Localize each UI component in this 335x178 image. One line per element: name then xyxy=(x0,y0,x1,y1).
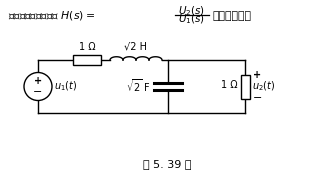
Bar xyxy=(241,75,250,98)
Text: $U_1(s)$: $U_1(s)$ xyxy=(179,12,206,26)
Text: $u_1(t)$: $u_1(t)$ xyxy=(54,80,77,93)
Text: −: − xyxy=(253,93,262,103)
Text: 题 5. 39 图: 题 5. 39 图 xyxy=(143,159,191,169)
Circle shape xyxy=(24,72,52,101)
Text: $\sqrt{2}$ F: $\sqrt{2}$ F xyxy=(126,77,151,94)
Text: +: + xyxy=(34,77,42,87)
Text: 和阶跃响应。: 和阶跃响应。 xyxy=(212,11,251,21)
Text: $u_2(t)$: $u_2(t)$ xyxy=(253,80,276,93)
Text: 1 Ω: 1 Ω xyxy=(221,80,238,90)
Text: $U_2(s)$: $U_2(s)$ xyxy=(179,5,206,18)
Text: √2 H: √2 H xyxy=(125,42,147,52)
Text: 1 Ω: 1 Ω xyxy=(79,42,95,52)
Bar xyxy=(73,55,101,65)
Text: 间，试求其系统函数 $H(s)=$: 间，试求其系统函数 $H(s)=$ xyxy=(8,9,95,22)
Text: −: − xyxy=(33,88,43,98)
Text: +: + xyxy=(253,69,261,80)
